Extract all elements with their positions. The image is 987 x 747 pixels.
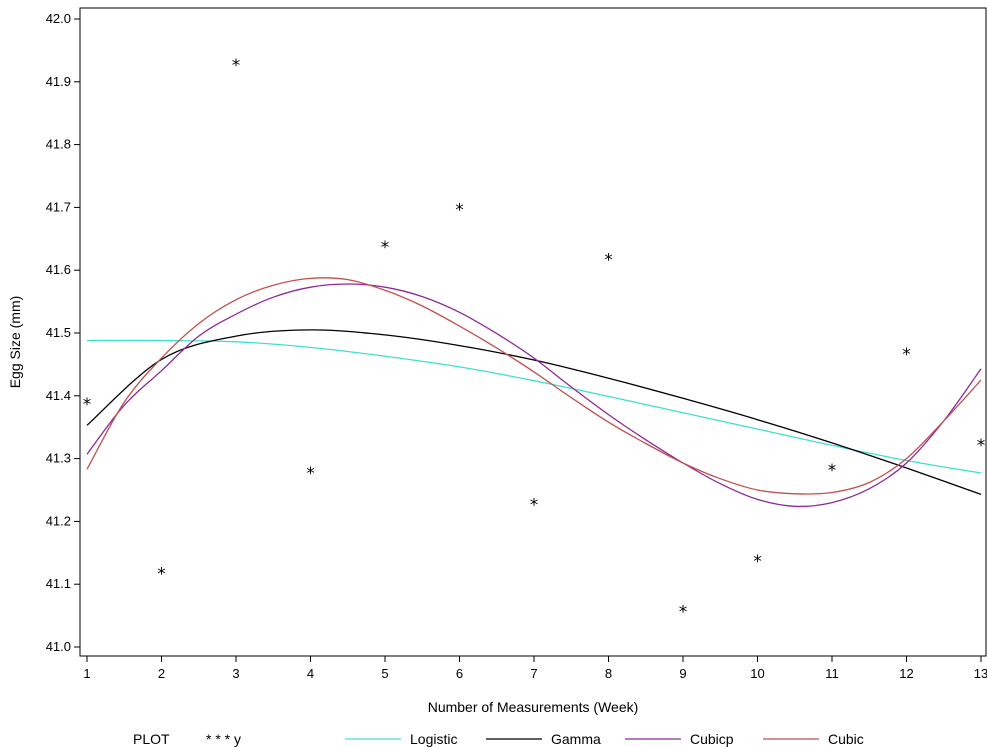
plot-area-frame [79, 7, 987, 657]
x-axis-label: Number of Measurements (Week) [428, 699, 639, 715]
data-points: * * * * * * * * * * * * * [83, 56, 986, 622]
y-axis: 41.0 41.1 41.2 41.3 41.4 41.5 41.6 41.7 41.8 41.9… [46, 11, 80, 654]
data-point-marker: * [530, 496, 539, 516]
data-point-marker: * [83, 395, 92, 415]
series-line-cubicp [86, 283, 982, 508]
data-point-marker: * [232, 56, 241, 76]
x-tick-label: 11 [825, 666, 839, 681]
y-tick-label: 41.3 [46, 451, 71, 466]
y-tick-label: 41.8 [46, 137, 71, 152]
x-axis: 1 2 3 4 5 6 7 8 9 10 11 12 13 [83, 656, 987, 681]
data-point-marker: * [828, 461, 837, 481]
y-tick-label: 41.4 [46, 388, 71, 403]
y-tick-label: 41.6 [46, 262, 71, 277]
x-tick-label: 9 [679, 666, 686, 681]
data-point-marker: * [604, 251, 613, 271]
y-tick-label: 41.1 [46, 576, 71, 591]
y-tick-label: 41.2 [46, 513, 71, 528]
data-point-marker: * [753, 552, 762, 572]
y-tick-label: 41.9 [46, 74, 71, 89]
y-tick-label: 41.0 [46, 639, 71, 654]
data-point-marker: * [902, 345, 911, 365]
x-tick-label: 7 [530, 666, 537, 681]
y-tick-label: 41.5 [46, 325, 71, 340]
x-tick-label: 12 [899, 666, 913, 681]
data-point-marker: * [306, 464, 315, 484]
x-tick-label: 5 [381, 666, 388, 681]
legend-series-entries: Logistic Gamma Cubicp Cubic [345, 731, 864, 747]
series-line-cubic [86, 277, 982, 495]
x-tick-label: 2 [158, 666, 165, 681]
data-point-marker: * [679, 602, 688, 622]
x-tick-label: 1 [83, 666, 90, 681]
y-tick-label: 41.7 [46, 199, 71, 214]
fitted-curves [86, 277, 982, 508]
series-line-logistic [86, 339, 982, 474]
x-tick-label: 4 [307, 666, 314, 681]
legend-marker-label: * * * y [206, 731, 241, 747]
x-tick-label: 6 [456, 666, 463, 681]
data-point-marker: * [157, 565, 166, 585]
data-point-marker: * [381, 238, 390, 258]
series-line-gamma [86, 329, 982, 496]
legend-label-cubic: Cubic [828, 731, 864, 747]
legend-title: PLOT [133, 731, 170, 747]
x-tick-label: 3 [232, 666, 239, 681]
x-tick-label: 10 [750, 666, 764, 681]
data-point-marker: * [455, 200, 464, 220]
legend-label-cubicp: Cubicp [690, 731, 734, 747]
y-axis-label: Egg Size (mm) [7, 296, 23, 389]
legend: PLOT * * * y Logistic Gamma Cubicp Cubic [133, 731, 864, 747]
y-tick-label: 42.0 [46, 11, 71, 26]
legend-label-gamma: Gamma [551, 731, 601, 747]
legend-label-logistic: Logistic [410, 731, 457, 747]
data-point-marker: * [977, 436, 986, 456]
x-tick-label: 13 [974, 666, 987, 681]
x-tick-label: 8 [605, 666, 612, 681]
